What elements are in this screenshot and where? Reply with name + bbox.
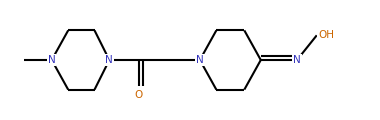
Text: N: N <box>293 55 301 65</box>
Text: OH: OH <box>318 30 334 40</box>
Text: N: N <box>106 55 113 65</box>
Text: N: N <box>196 55 204 65</box>
Text: N: N <box>48 55 55 65</box>
Text: O: O <box>135 90 143 100</box>
